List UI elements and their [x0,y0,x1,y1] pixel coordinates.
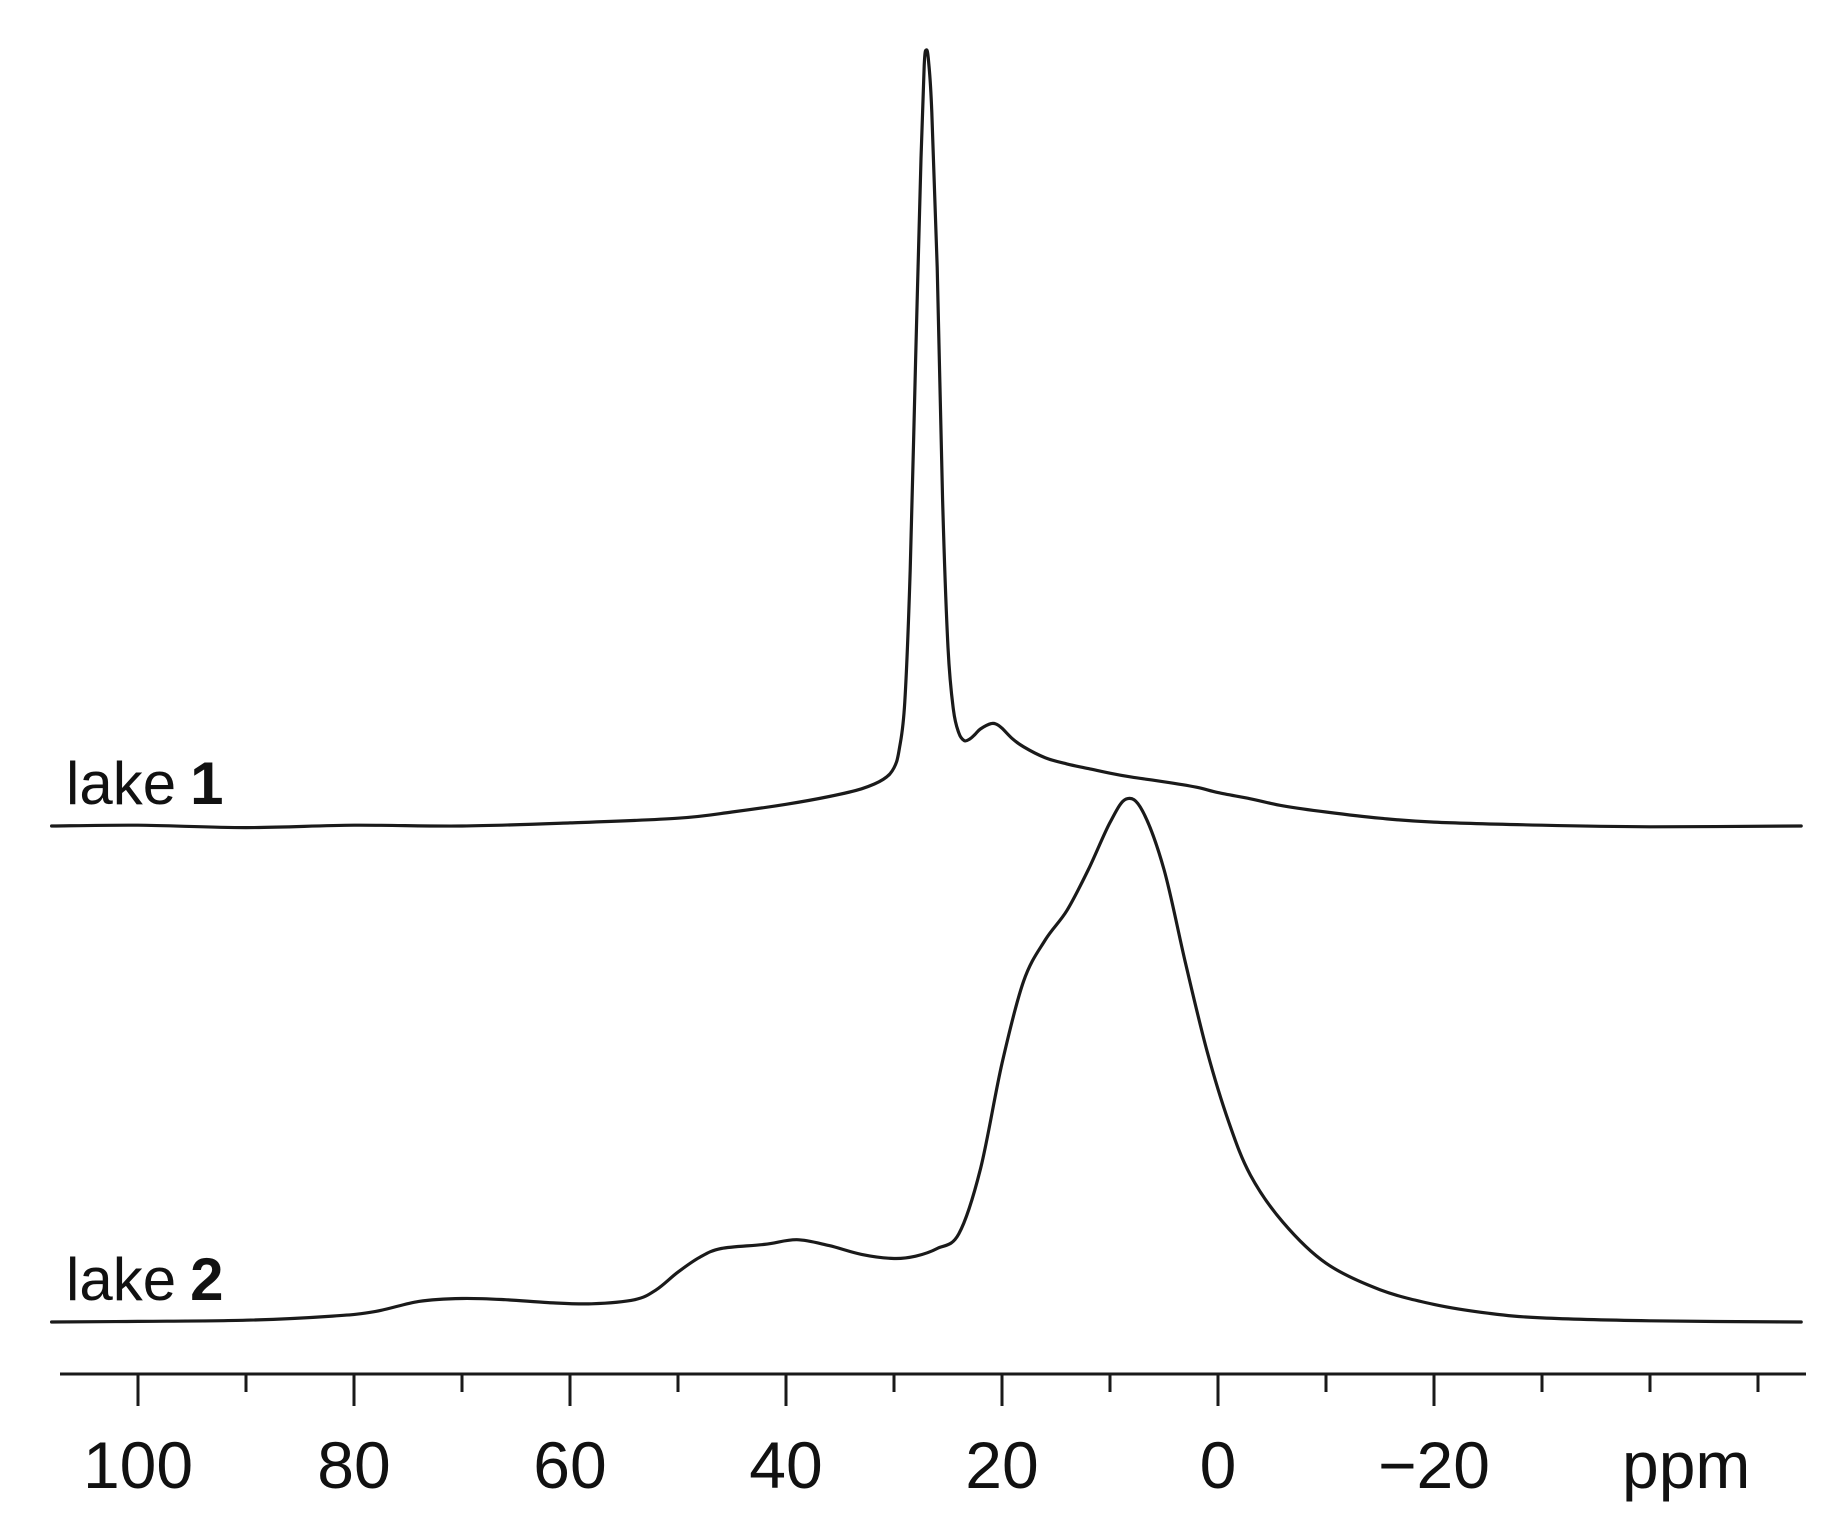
x-tick-label: −20 [1378,1428,1490,1502]
series-lake-2-line [50,796,1803,1324]
series-label-number: 1 [190,750,223,817]
series-label-lake-2: lake 2 [66,1246,223,1313]
x-tick-label: 60 [533,1428,606,1502]
x-tick-label: 40 [749,1428,822,1502]
x-axis-ticks [136,1374,1760,1406]
x-tick-label: 0 [1200,1428,1237,1502]
series-label-lake-1: lake 1 [66,750,223,817]
x-tick-label: 20 [965,1428,1038,1502]
x-tick-label: 80 [317,1428,390,1502]
x-axis-tick-labels: 100 80 60 40 20 0 −20 [83,1428,1490,1502]
x-tick-label: 100 [83,1428,193,1502]
series-label-prefix: lake [66,1246,176,1313]
series-lake-1-line [50,48,1803,830]
series-label-prefix: lake [66,750,176,817]
x-axis-unit-label: ppm [1622,1428,1750,1502]
series-group [50,48,1803,1324]
series-label-number: 2 [190,1246,223,1313]
